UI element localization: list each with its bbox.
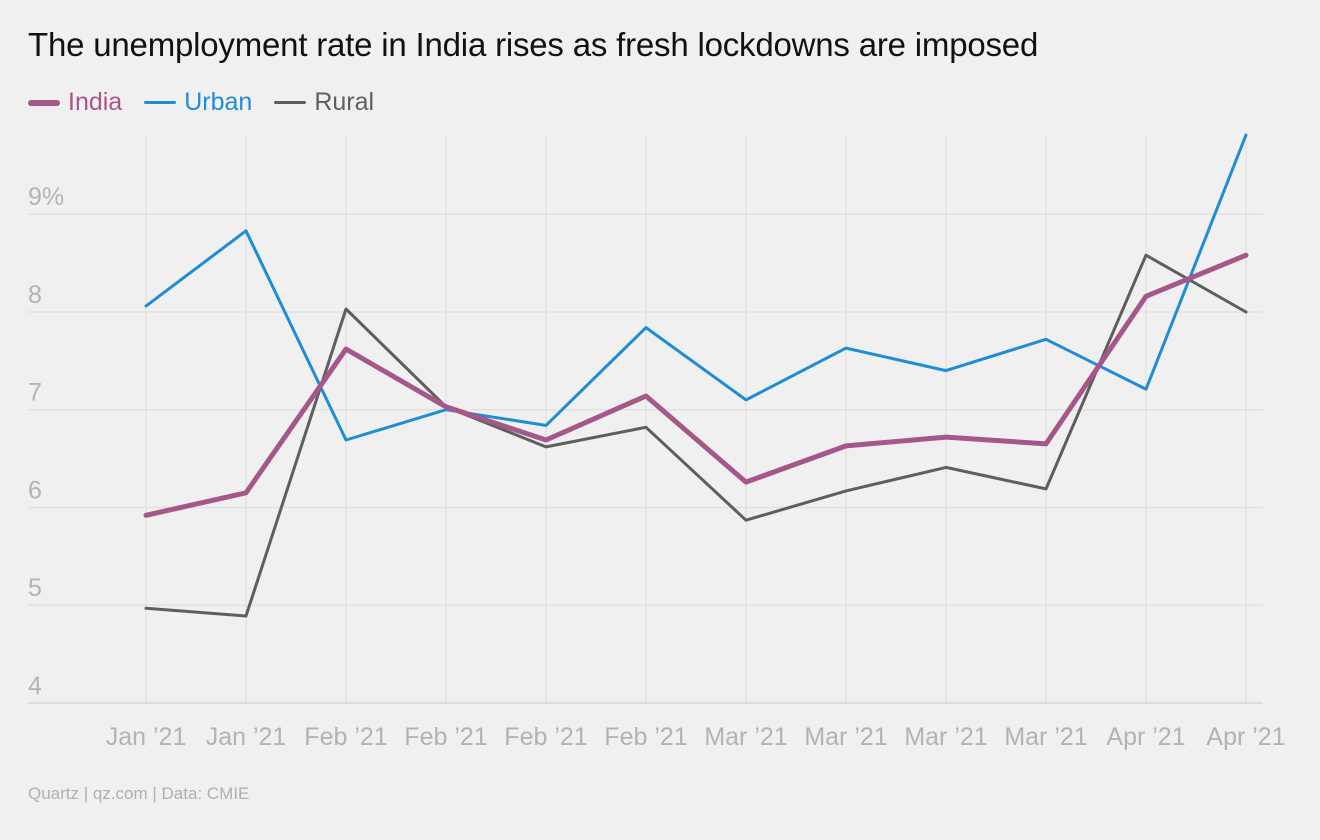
legend: India Urban Rural: [28, 88, 374, 117]
x-tick-label: Jan ’21: [206, 723, 287, 751]
x-tick-label: Mar ’21: [704, 723, 787, 751]
series-line-india: [143, 252, 1249, 518]
legend-swatch-india: [28, 99, 60, 106]
x-tick-label: Feb ’21: [304, 723, 387, 751]
legend-label-urban: Urban: [184, 88, 253, 116]
x-tick-label: Mar ’21: [804, 723, 887, 751]
y-tick-label: 4: [28, 672, 42, 700]
legend-swatch-urban: [144, 101, 177, 104]
series-line-urban: [144, 133, 1248, 442]
source-note: Quartz | qz.com | Data: CMIE: [28, 784, 250, 803]
x-tick-label: Jan ’21: [106, 723, 187, 751]
legend-label-india: India: [68, 88, 123, 116]
y-tick-label: 7: [28, 379, 42, 407]
legend-label-rural: Rural: [314, 88, 375, 116]
y-tick-label: 9%: [28, 183, 64, 211]
series-line-rural: [144, 253, 1248, 618]
x-tick-label: Mar ’21: [1004, 723, 1087, 751]
legend-swatch-rural: [274, 101, 307, 104]
y-tick-label: 8: [28, 281, 42, 309]
y-tick-label: 5: [28, 574, 42, 602]
legend-item-urban: Urban: [144, 88, 252, 117]
legend-item-india: India: [28, 88, 122, 117]
legend-item-rural: Rural: [274, 88, 374, 117]
x-tick-label: Feb ’21: [604, 723, 687, 751]
x-tick-label: Apr ’21: [1206, 723, 1285, 751]
chart-title: The unemployment rate in India rises as …: [28, 26, 1039, 63]
x-tick-label: Apr ’21: [1106, 723, 1185, 751]
x-tick-label: Feb ’21: [504, 723, 587, 751]
x-tick-label: Mar ’21: [904, 723, 987, 751]
x-tick-label: Feb ’21: [404, 723, 487, 751]
y-tick-label: 6: [28, 476, 42, 504]
